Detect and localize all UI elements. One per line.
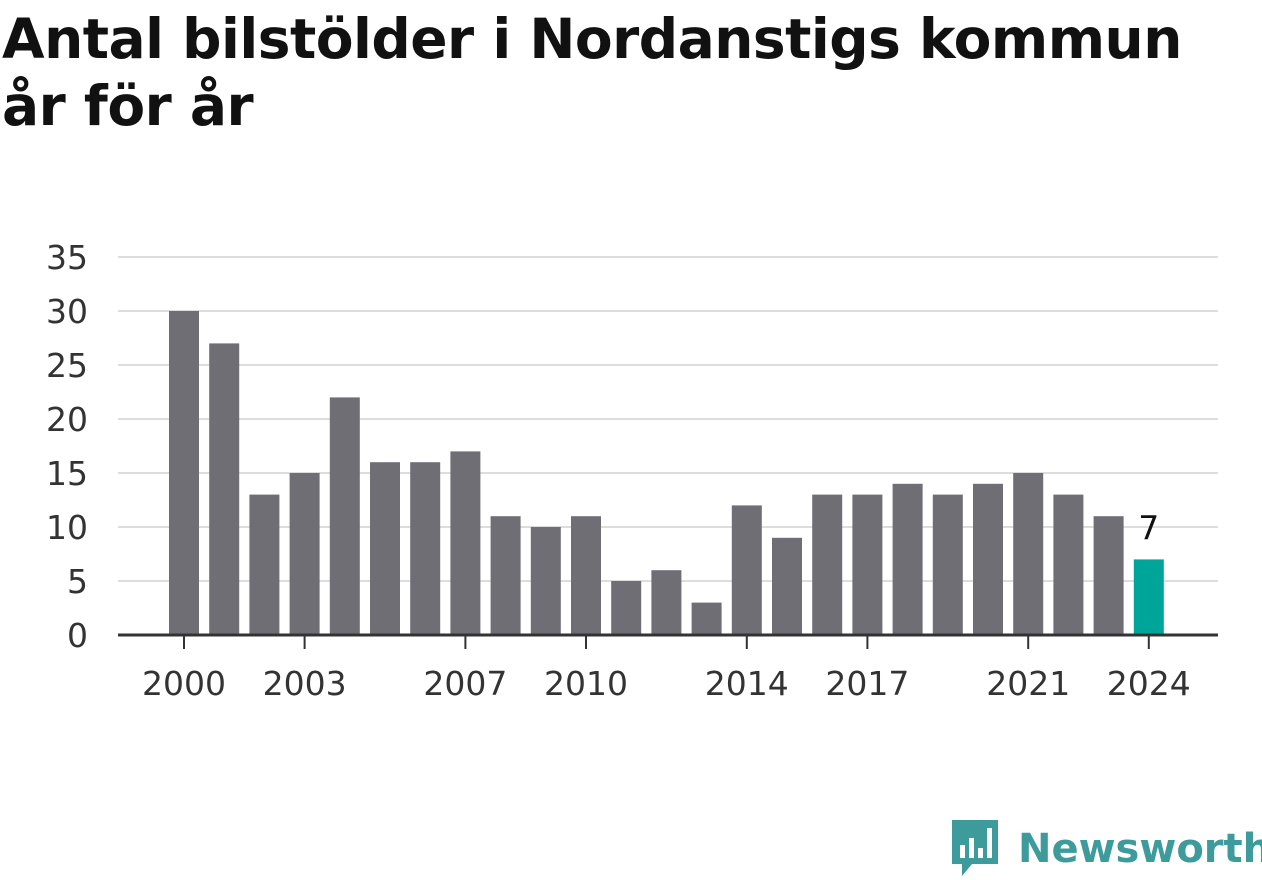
bar-2012 (651, 570, 682, 635)
x-tick-label-2014: 2014 (705, 664, 789, 703)
bar-2004 (329, 397, 360, 635)
bar-2010 (571, 516, 601, 635)
bar-2006 (410, 462, 441, 635)
grid-lines (118, 256, 1218, 582)
x-tick-label-2024: 2024 (1107, 664, 1191, 703)
newsworthy-brand: Newsworthy (950, 818, 1262, 880)
y-tick-label-25: 25 (46, 346, 88, 385)
bar-2009 (530, 527, 561, 635)
bar-2017 (852, 494, 883, 635)
bars (169, 311, 1164, 635)
y-tick-label-0: 0 (67, 616, 88, 655)
bar-2011 (611, 581, 642, 635)
bar-2020 (973, 483, 1003, 635)
bar-2008 (490, 516, 521, 635)
bar-2024 (1133, 559, 1164, 635)
bar-2023 (1093, 516, 1124, 635)
bar-2014 (731, 505, 762, 635)
bar-2021 (1013, 473, 1044, 635)
y-tick-label-5: 5 (67, 562, 88, 601)
bar-2022 (1053, 494, 1084, 635)
y-tick-label-35: 35 (46, 238, 88, 277)
y-tick-label-30: 30 (46, 292, 88, 331)
tick-labels: 0 5 10 15 20 25 30 35 7 2000 2003 2007 2010 2014 2017 2… (46, 238, 1191, 703)
bar-2019 (932, 494, 963, 635)
x-tick-label-2017: 2017 (825, 664, 909, 703)
x-axis (118, 633, 1218, 649)
y-tick-label-15: 15 (46, 454, 88, 493)
bar-2001 (209, 343, 240, 635)
x-tick-label-2003: 2003 (263, 664, 347, 703)
x-tick-label-2007: 2007 (423, 664, 507, 703)
y-tick-label-20: 20 (46, 400, 88, 439)
x-tick-label-2021: 2021 (986, 664, 1070, 703)
bar-2007 (450, 451, 481, 635)
chart-title: Antal bilstölder i Nordanstigs kommun år… (2, 7, 1182, 138)
bar-2005 (370, 462, 400, 635)
newsworthy-logo-icon (952, 820, 998, 876)
x-tick-label-2000: 2000 (142, 664, 226, 703)
bar-2013 (691, 602, 722, 635)
bar-2002 (249, 494, 280, 635)
y-tick-label-10: 10 (46, 508, 88, 547)
value-label-2024: 7 (1138, 508, 1159, 547)
bar-2016 (812, 494, 843, 635)
bar-2015 (772, 537, 802, 635)
brand-name: Newsworthy (1018, 826, 1262, 872)
bar-2000 (169, 311, 199, 635)
x-tick-label-2010: 2010 (544, 664, 628, 703)
bar-2018 (892, 483, 923, 635)
bar-2003 (289, 473, 320, 635)
